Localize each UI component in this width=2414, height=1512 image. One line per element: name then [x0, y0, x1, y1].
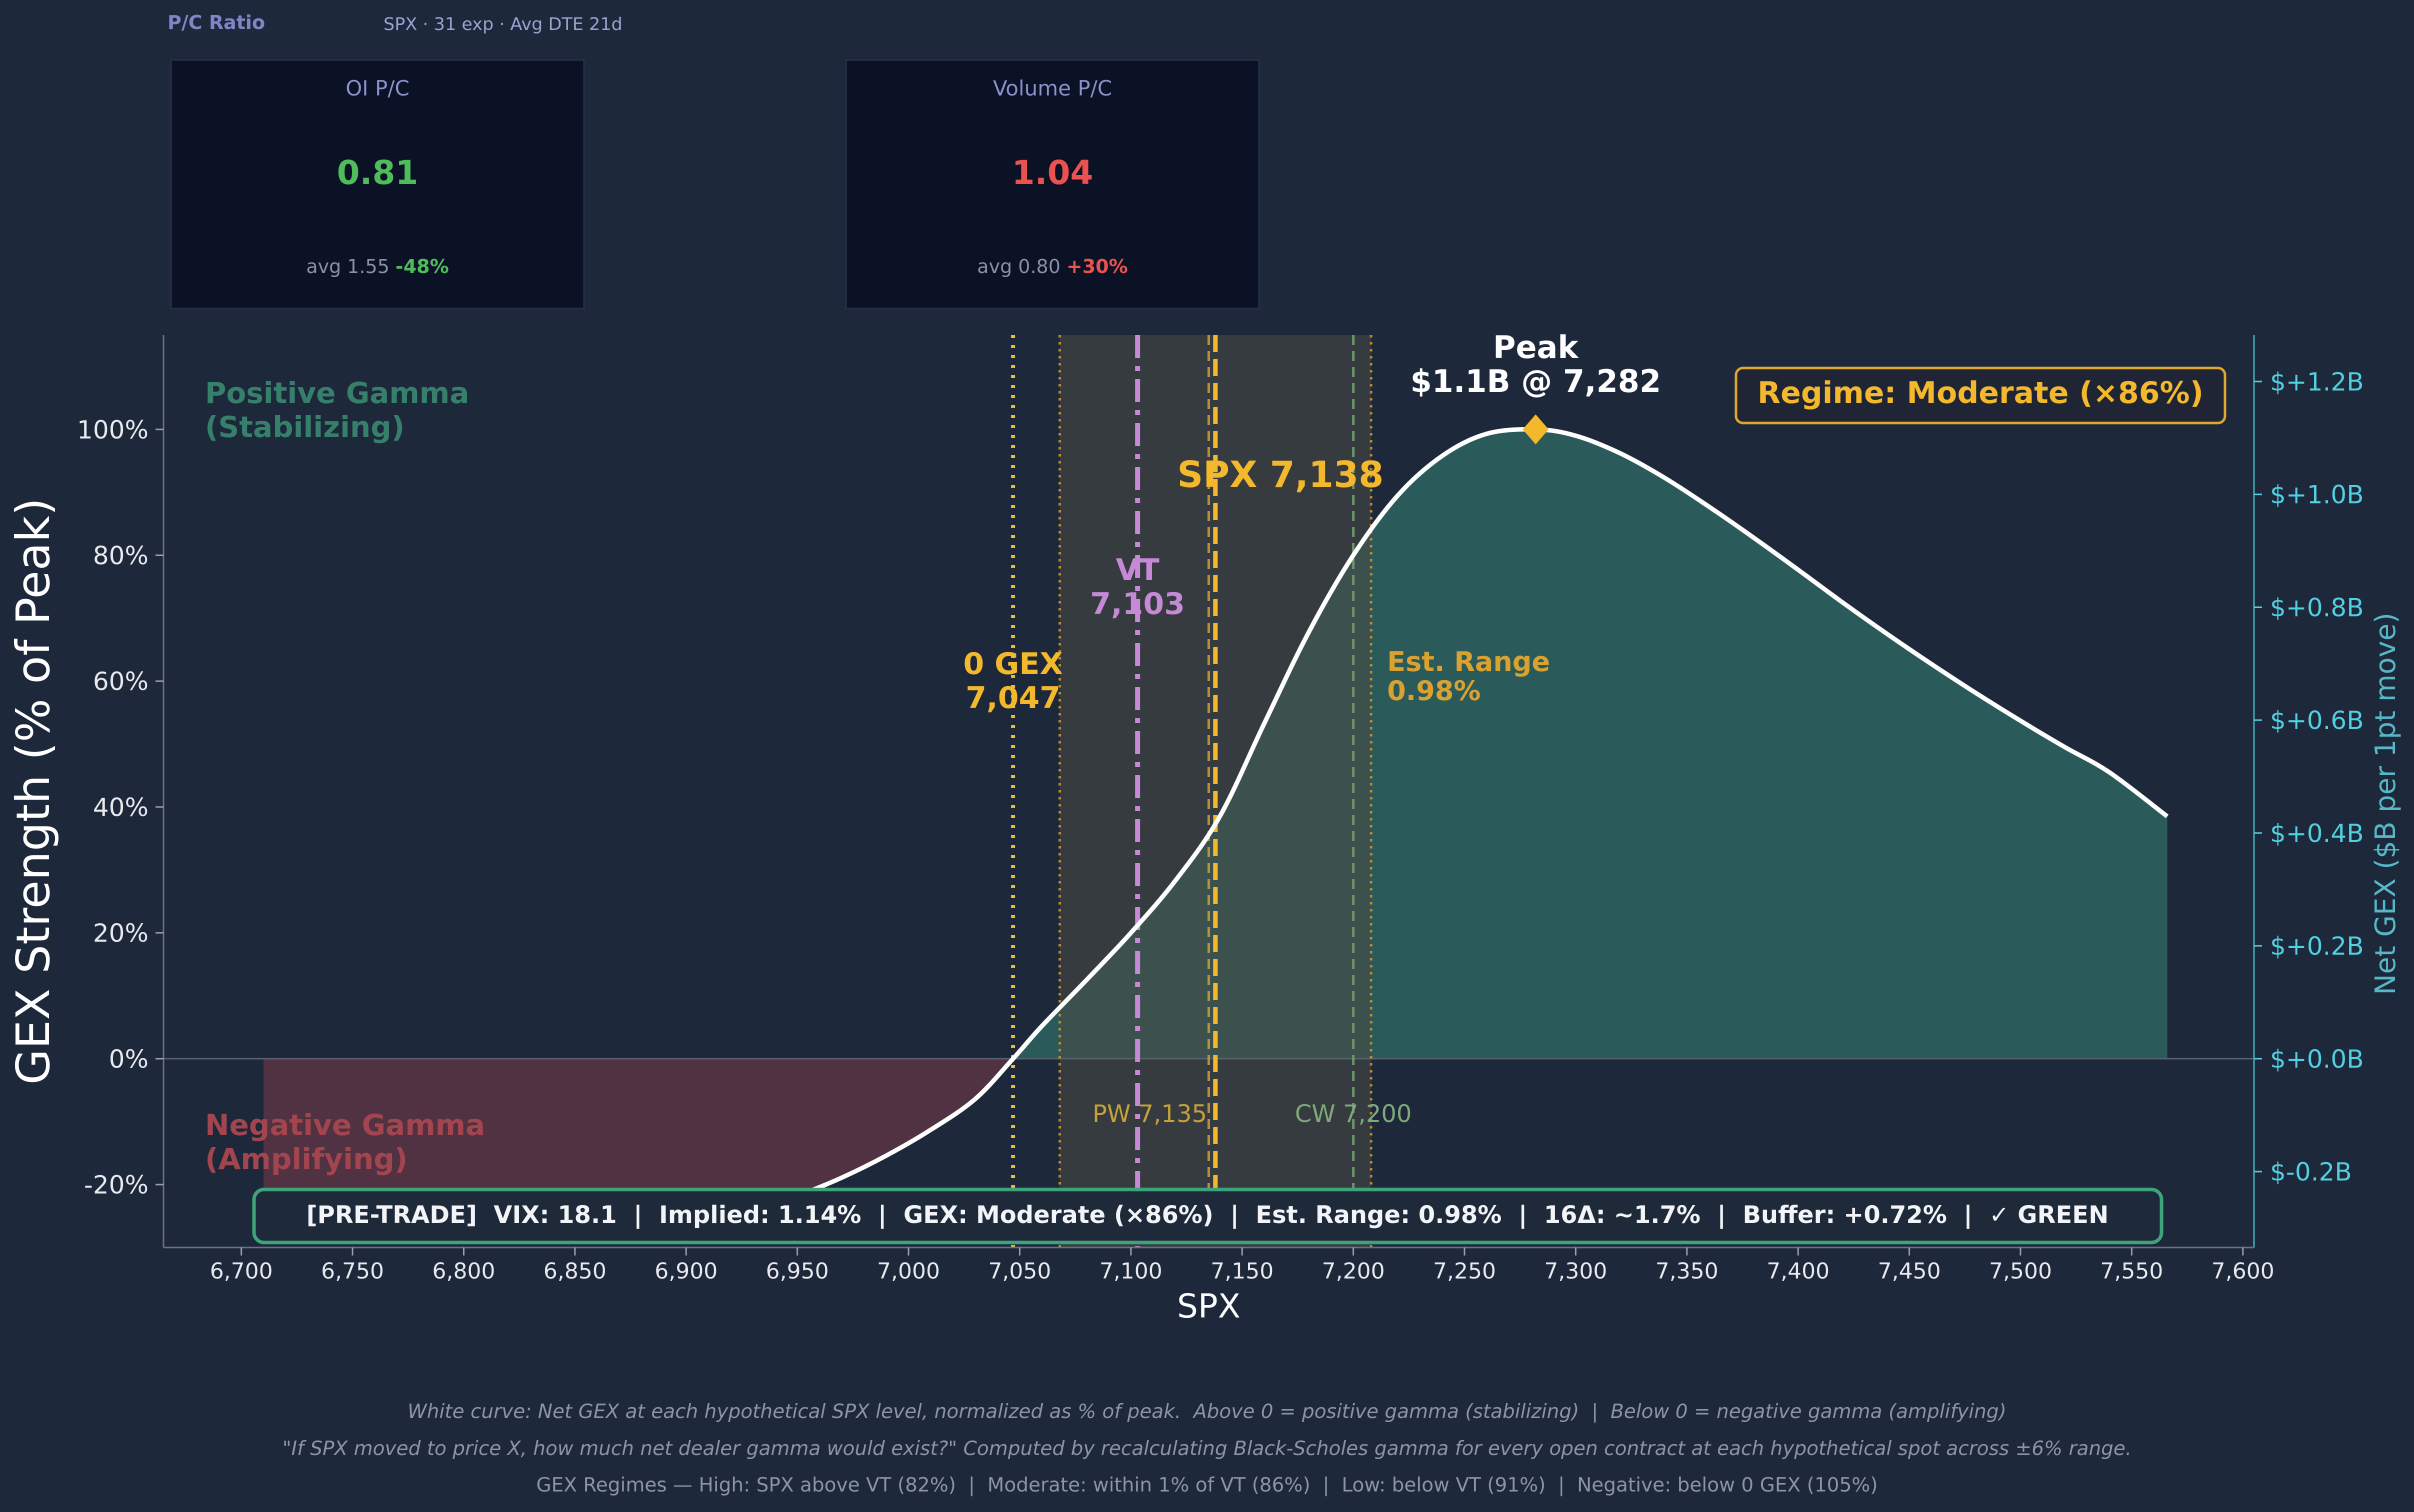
- x-tick-label: 6,950: [766, 1258, 829, 1284]
- vt-label: 7,103: [1090, 586, 1185, 622]
- x-tick-label: 6,750: [321, 1258, 384, 1284]
- pc-card-avg-text: avg 0.80: [977, 256, 1060, 278]
- pc-card-volume: Volume P/C 1.04 avg 0.80 +30%: [845, 59, 1260, 310]
- peak-marker: [1522, 414, 1549, 444]
- x-tick-label: 7,550: [2100, 1258, 2163, 1284]
- y2-axis-label: Net GEX ($B per 1pt move): [2370, 612, 2402, 995]
- x-tick-label: 7,350: [1656, 1258, 1718, 1284]
- x-tick-label: 7,450: [1878, 1258, 1941, 1284]
- x-tick-label: 7,250: [1433, 1258, 1496, 1284]
- x-tick-label: 7,000: [877, 1258, 940, 1284]
- chart-footer: White curve: Net GEX at each hypothetica…: [282, 1400, 2132, 1496]
- chart-annotations: Positive Gamma(Stabilizing) Negative Gamm…: [205, 329, 1661, 1176]
- x-tick-label: 6,850: [544, 1258, 606, 1284]
- y-tick-label: 60%: [93, 667, 148, 696]
- pc-card-delta: -48%: [396, 256, 449, 278]
- put-wall-label: PW 7,135: [1092, 1100, 1207, 1128]
- negative-gamma-label: (Amplifying): [205, 1142, 408, 1176]
- pc-ratio-title: P/C Ratio: [168, 12, 265, 34]
- footer-line: GEX Regimes — High: SPX above VT (82%) |…: [536, 1474, 1878, 1496]
- vt-label: VT: [1116, 552, 1159, 588]
- pc-card-delta: +30%: [1066, 256, 1128, 278]
- y2-tick-label: $+0.4B: [2270, 819, 2364, 848]
- call-wall-label: CW 7,200: [1295, 1100, 1412, 1128]
- pc-card-value: 1.04: [1012, 154, 1094, 192]
- status-bar-text: [PRE-TRADE] VIX: 18.1 | Implied: 1.14% |…: [306, 1201, 2109, 1229]
- y2-tick-label: $+0.8B: [2270, 593, 2364, 622]
- x-tick-label: 7,150: [1210, 1258, 1274, 1284]
- y-tick-label: 100%: [77, 416, 148, 444]
- y-tick-label: 0%: [109, 1044, 148, 1074]
- pc-card-avg-text: avg 1.55: [306, 256, 390, 278]
- y2-tick-label: $+0.2B: [2270, 932, 2364, 961]
- pc-card-label: OI P/C: [346, 76, 410, 100]
- x-tick-label: 6,900: [654, 1258, 718, 1284]
- pc-card-avg: avg 1.55 -48%: [306, 256, 448, 278]
- positive-gamma-label: Positive Gamma: [205, 376, 469, 410]
- footer-line: "If SPX moved to price X, how much net d…: [282, 1438, 2132, 1460]
- y2-tick-label: $+0.6B: [2270, 706, 2364, 735]
- pc-card-oi: OI P/C 0.81 avg 1.55 -48%: [170, 59, 585, 310]
- negative-gamma-label: Negative Gamma: [205, 1108, 485, 1142]
- pc-ratio-subtitle: SPX · 31 exp · Avg DTE 21d: [384, 14, 622, 34]
- y-tick-label: 40%: [93, 793, 148, 822]
- pre-trade-status-bar: [PRE-TRADE] VIX: 18.1 | Implied: 1.14% |…: [252, 1188, 2164, 1244]
- x-tick-label: 7,200: [1322, 1258, 1385, 1284]
- positive-gamma-label: (Stabilizing): [205, 410, 404, 444]
- y2-tick-label: $+0.0B: [2270, 1044, 2364, 1074]
- positive-gamma-fill: [264, 429, 2168, 1059]
- x-tick-label: 7,600: [2212, 1258, 2274, 1284]
- peak-label: Peak: [1493, 329, 1579, 366]
- y-tick-label: 80%: [93, 542, 148, 570]
- pc-card-label: Volume P/C: [993, 76, 1112, 100]
- y-tick-label: 20%: [93, 919, 148, 948]
- pc-card-value: 0.81: [337, 154, 418, 192]
- est-range-label: 0.98%: [1387, 675, 1480, 706]
- est-range-label: Est. Range: [1387, 646, 1550, 678]
- x-tick-label: 7,400: [1766, 1258, 1830, 1284]
- x-axis-label: SPX: [1177, 1287, 1240, 1326]
- y2-tick-label: $+1.0B: [2270, 480, 2364, 510]
- regime-label: Regime: Moderate (×86%): [1758, 376, 2204, 410]
- x-tick-label: 7,500: [1989, 1258, 2052, 1284]
- x-tick-label: 6,700: [210, 1258, 273, 1284]
- x-tick-label: 7,050: [988, 1258, 1051, 1284]
- pc-card-avg: avg 0.80 +30%: [977, 256, 1128, 278]
- y2-tick-label: $-0.2B: [2270, 1158, 2352, 1186]
- y-tick-label: -20%: [84, 1170, 148, 1200]
- peak-label: $1.1B @ 7,282: [1410, 363, 1662, 400]
- x-tick-label: 7,300: [1544, 1258, 1607, 1284]
- footer-line: White curve: Net GEX at each hypothetica…: [408, 1400, 2006, 1423]
- zero-gex-label: 0 GEX: [964, 646, 1063, 682]
- zero-gex-label: 7,047: [966, 680, 1060, 716]
- y-axis-label: GEX Strength (% of Peak): [6, 498, 60, 1085]
- regime-box: Regime: Moderate (×86%): [1734, 366, 2226, 424]
- x-tick-label: 7,100: [1100, 1258, 1162, 1284]
- spot-label: SPX 7,138: [1177, 454, 1384, 496]
- level-lines: [1011, 335, 1372, 1248]
- chart-axes: 6,700 6,750 6,800 6,850 6,900 6,950 7,000 7,050…: [6, 335, 2402, 1326]
- x-tick-label: 6,800: [432, 1258, 495, 1284]
- y2-tick-label: $+1.2B: [2270, 368, 2364, 396]
